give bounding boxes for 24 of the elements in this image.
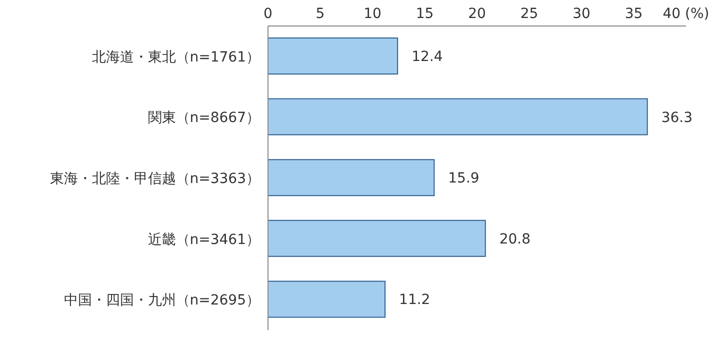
- data-label: 20.8: [499, 231, 531, 248]
- y-tick-label: 中国・四国・九州（n=2695）: [64, 292, 260, 309]
- x-tick-label: 40 (%): [662, 6, 710, 22]
- x-tick-label: 5: [316, 6, 325, 22]
- bar: [268, 38, 398, 74]
- x-tick-label: 0: [264, 6, 272, 22]
- data-label: 36.3: [661, 110, 693, 126]
- bar: [268, 220, 486, 257]
- bar: [268, 280, 386, 318]
- bar: [268, 159, 435, 196]
- data-label: 11.2: [399, 292, 430, 308]
- y-tick-label: 近畿（n=3461）: [148, 232, 260, 248]
- x-tick-label: 10: [364, 6, 382, 22]
- y-tick-label: 関東（n=8667）: [148, 110, 260, 126]
- x-tick-label: 20: [468, 6, 486, 22]
- x-tick-label: 30: [572, 6, 590, 22]
- x-tick-label: 15: [416, 6, 434, 22]
- bar: [268, 98, 648, 136]
- data-label: 15.9: [448, 170, 480, 187]
- x-tick-label: 35: [624, 6, 643, 22]
- data-label: 12.4: [412, 48, 443, 65]
- y-tick-label: 東海・北陸・甲信越（n=3363）: [50, 170, 260, 187]
- y-tick-label: 北海道・東北（n=1761）: [92, 49, 260, 66]
- x-tick-label: 25: [520, 6, 538, 22]
